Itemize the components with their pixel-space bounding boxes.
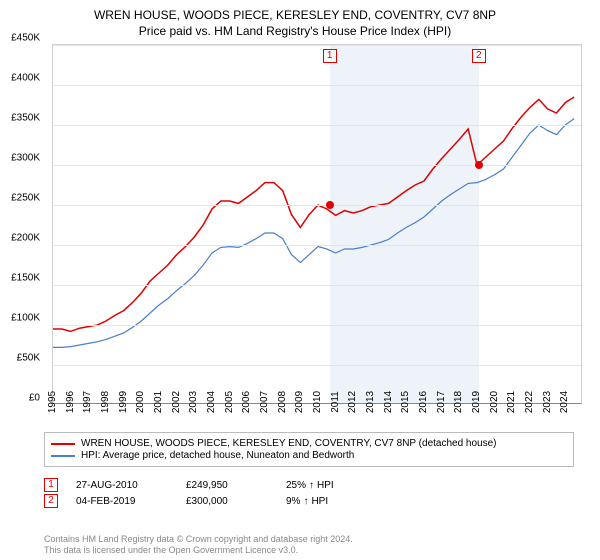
x-tick-label: 2018 xyxy=(453,391,464,413)
y-tick-label: £400K xyxy=(11,73,40,84)
y-tick-label: £100K xyxy=(11,313,40,324)
x-tick-label: 2011 xyxy=(330,391,341,413)
series-line xyxy=(53,97,574,331)
x-tick-label: 2004 xyxy=(206,391,217,413)
attribution-line1: Contains HM Land Registry data © Crown c… xyxy=(44,534,353,545)
x-tick-label: 1998 xyxy=(100,391,111,413)
y-tick-label: £0 xyxy=(29,393,40,404)
y-tick-label: £350K xyxy=(11,113,40,124)
y-tick-label: £300K xyxy=(11,153,40,164)
y-tick-label: £250K xyxy=(11,193,40,204)
attribution: Contains HM Land Registry data © Crown c… xyxy=(44,534,353,556)
x-tick-label: 2008 xyxy=(277,391,288,413)
x-tick-label: 2017 xyxy=(436,391,447,413)
sale-index-box: 2 xyxy=(44,494,58,508)
x-tick-label: 1997 xyxy=(82,391,93,413)
sale-diff: 9%↑HPI xyxy=(286,496,328,507)
sale-date: 27-AUG-2010 xyxy=(76,480,186,491)
x-tick-label: 2020 xyxy=(489,391,500,413)
sale-diff-label: HPI xyxy=(317,480,334,491)
gridline xyxy=(53,365,581,366)
sale-price: £300,000 xyxy=(186,496,286,507)
gridline xyxy=(53,285,581,286)
gridline xyxy=(53,85,581,86)
chart-title: WREN HOUSE, WOODS PIECE, KERESLEY END, C… xyxy=(8,8,582,24)
x-tick-label: 2019 xyxy=(471,391,482,413)
gridline xyxy=(53,205,581,206)
x-tick-label: 2012 xyxy=(347,391,358,413)
legend-item: WREN HOUSE, WOODS PIECE, KERESLEY END, C… xyxy=(51,438,567,449)
x-tick-label: 2016 xyxy=(418,391,429,413)
y-tick-label: £450K xyxy=(11,33,40,44)
x-tick-label: 2002 xyxy=(171,391,182,413)
sale-price: £249,950 xyxy=(186,480,286,491)
legend-swatch xyxy=(51,455,75,457)
marker-dot xyxy=(326,201,334,209)
sale-date: 04-FEB-2019 xyxy=(76,496,186,507)
marker-box: 2 xyxy=(472,49,486,63)
attribution-line2: This data is licensed under the Open Gov… xyxy=(44,545,353,556)
sale-diff-label: HPI xyxy=(311,496,328,507)
arrow-up-icon: ↑ xyxy=(303,496,308,507)
sale-row: 1 27-AUG-2010£249,95025%↑HPI xyxy=(44,478,574,492)
arrow-up-icon: ↑ xyxy=(309,480,314,491)
sale-index-box: 1 xyxy=(44,478,58,492)
marker-box: 1 xyxy=(323,49,337,63)
chart-subtitle: Price paid vs. HM Land Registry's House … xyxy=(8,24,582,38)
x-tick-label: 2024 xyxy=(559,391,570,413)
x-tick-label: 1999 xyxy=(118,391,129,413)
x-tick-label: 2014 xyxy=(383,391,394,413)
x-tick-label: 2015 xyxy=(400,391,411,413)
x-axis: 1995199619971998199920002001200220032004… xyxy=(44,400,574,430)
gridline xyxy=(53,165,581,166)
x-tick-label: 2005 xyxy=(224,391,235,413)
legend: WREN HOUSE, WOODS PIECE, KERESLEY END, C… xyxy=(44,432,574,467)
sale-diff-pct: 9% xyxy=(286,496,300,507)
chart-container: WREN HOUSE, WOODS PIECE, KERESLEY END, C… xyxy=(0,0,600,560)
x-tick-label: 2022 xyxy=(524,391,535,413)
legend-label: WREN HOUSE, WOODS PIECE, KERESLEY END, C… xyxy=(81,438,497,449)
x-tick-label: 2001 xyxy=(153,391,164,413)
y-tick-label: £200K xyxy=(11,233,40,244)
legend-label: HPI: Average price, detached house, Nune… xyxy=(81,450,354,461)
marker-dot xyxy=(475,161,483,169)
x-tick-label: 2021 xyxy=(506,391,517,413)
y-tick-label: £50K xyxy=(17,353,40,364)
gridline xyxy=(53,245,581,246)
gridline xyxy=(53,45,581,46)
x-tick-label: 2010 xyxy=(312,391,323,413)
sale-diff-pct: 25% xyxy=(286,480,306,491)
y-tick-label: £150K xyxy=(11,273,40,284)
plot-area: 12 xyxy=(52,44,582,404)
x-tick-label: 2006 xyxy=(241,391,252,413)
x-tick-label: 2003 xyxy=(188,391,199,413)
sale-diff: 25%↑HPI xyxy=(286,480,334,491)
gridline xyxy=(53,125,581,126)
legend-item: HPI: Average price, detached house, Nune… xyxy=(51,450,567,461)
sale-row: 2 04-FEB-2019£300,0009%↑HPI xyxy=(44,494,574,508)
chart-lines xyxy=(53,45,583,405)
y-axis: £0£50K£100K£150K£200K£250K£300K£350K£400… xyxy=(0,38,42,398)
gridline xyxy=(53,325,581,326)
sales-table: 127-AUG-2010£249,95025%↑HPI204-FEB-2019£… xyxy=(44,478,574,510)
x-tick-label: 2023 xyxy=(542,391,553,413)
x-tick-label: 2009 xyxy=(294,391,305,413)
legend-swatch xyxy=(51,443,75,445)
series-line xyxy=(53,118,574,347)
x-tick-label: 2013 xyxy=(365,391,376,413)
x-tick-label: 1995 xyxy=(47,391,58,413)
x-tick-label: 1996 xyxy=(65,391,76,413)
x-tick-label: 2000 xyxy=(135,391,146,413)
x-tick-label: 2007 xyxy=(259,391,270,413)
